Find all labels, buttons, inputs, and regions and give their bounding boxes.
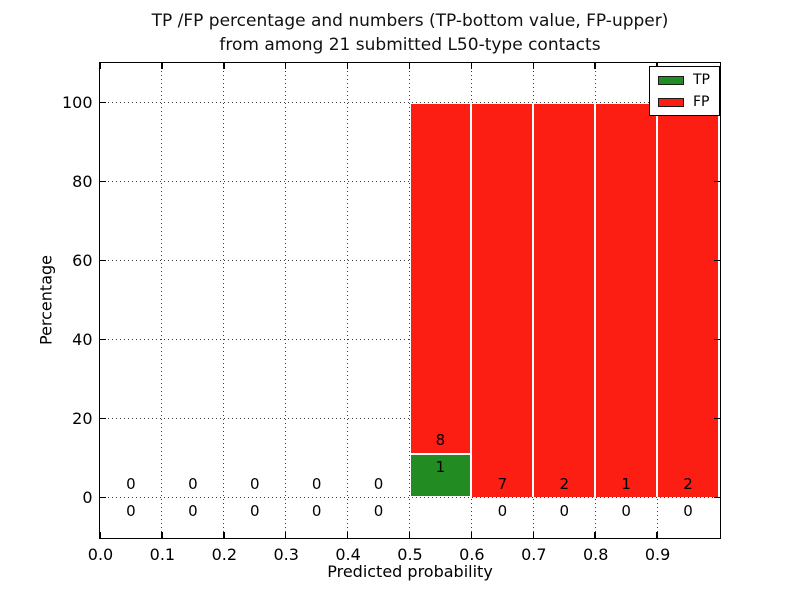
annotation-fp-count: 0 — [126, 474, 136, 493]
annotation-fp-count: 0 — [249, 474, 260, 493]
tick-mark — [100, 496, 106, 499]
annotation-tp-count: 0 — [683, 502, 693, 521]
tick-mark — [346, 63, 349, 69]
tick-mark — [470, 532, 473, 538]
annotation-tp-count: 0 — [559, 502, 570, 521]
legend-entry: FP — [658, 95, 710, 109]
tick-mark — [594, 532, 596, 538]
x-tick-label: 0.9 — [644, 545, 671, 564]
tick-mark — [223, 532, 225, 538]
tick-mark — [99, 532, 101, 538]
x-axis-label: Predicted probability — [327, 562, 493, 581]
tick-mark — [346, 532, 349, 538]
x-tick-label: 0.8 — [582, 545, 609, 564]
gridline-horizontal — [100, 102, 720, 103]
x-tick-label: 0.5 — [397, 545, 423, 564]
x-tick-label: 0.3 — [273, 545, 299, 564]
tick-mark — [714, 338, 720, 341]
tick-mark — [284, 532, 287, 538]
tick-mark — [714, 259, 720, 262]
bar-tp — [409, 453, 472, 498]
tick-mark — [532, 63, 535, 69]
y-tick-label: 20 — [72, 409, 93, 428]
annotation-fp-count: 8 — [435, 430, 446, 449]
legend-label: FP — [693, 94, 710, 110]
tick-mark — [223, 63, 225, 69]
annotation-fp-count: 2 — [559, 474, 570, 493]
tick-mark — [161, 532, 163, 538]
tick-mark — [99, 63, 101, 69]
tick-mark — [714, 180, 720, 183]
annotation-tp-count: 0 — [249, 502, 260, 521]
x-tick-label: 0.2 — [211, 545, 238, 564]
tick-mark — [100, 417, 106, 420]
legend-swatch-fp — [658, 97, 684, 107]
gridline-vertical — [285, 63, 287, 538]
tick-mark — [594, 63, 596, 69]
annotation-fp-count: 2 — [683, 474, 693, 493]
tick-mark — [284, 63, 287, 69]
legend-entry: TP — [658, 73, 710, 87]
annotation-tp-count: 0 — [497, 502, 508, 521]
legend-label: TP — [693, 72, 710, 88]
bar-fp — [657, 102, 719, 498]
tick-mark — [161, 63, 163, 69]
x-tick-label: 0.1 — [149, 545, 176, 564]
y-tick-label: 40 — [72, 330, 93, 349]
tick-mark — [100, 259, 106, 262]
y-tick-label: 80 — [72, 172, 93, 191]
tick-mark — [408, 532, 411, 538]
annotation-fp-count: 1 — [621, 474, 631, 493]
bar-fp — [595, 102, 658, 498]
plot-area: 0 0 0 0 0 0 0 0 0 0 8 1 7 0 2 0 1 0 2 0 — [99, 62, 721, 539]
y-tick-label: 60 — [72, 251, 93, 270]
chart-title-line-1: TP /FP percentage and numbers (TP-bottom… — [151, 11, 669, 31]
legend: TP FP — [649, 66, 720, 116]
tick-mark — [100, 180, 106, 183]
tick-mark — [532, 532, 535, 538]
tick-mark — [714, 496, 720, 499]
gridline-vertical — [347, 63, 349, 538]
x-tick-label: 0.4 — [335, 545, 361, 564]
bar-fp — [471, 102, 534, 498]
x-tick-label: 0.0 — [87, 545, 114, 564]
legend-swatch-tp — [658, 75, 684, 85]
annotation-tp-count: 0 — [373, 502, 384, 521]
y-tick-label: 100 — [61, 93, 93, 112]
annotation-fp-count: 0 — [311, 474, 322, 493]
annotation-fp-count: 7 — [497, 474, 508, 493]
bar-fp — [409, 102, 472, 454]
annotation-tp-count: 1 — [435, 458, 446, 477]
chart-title: TP /FP percentage and numbers (TP-bottom… — [99, 9, 721, 57]
gridline-horizontal — [100, 497, 720, 498]
annotation-tp-count: 0 — [311, 502, 322, 521]
tick-mark — [100, 338, 106, 341]
gridline-vertical — [161, 63, 163, 538]
tick-mark — [656, 532, 658, 538]
y-tick-label: 0 — [82, 488, 93, 507]
chart-title-line-2: from among 21 submitted L50-type contact… — [219, 35, 601, 55]
bar-fp — [533, 102, 596, 498]
tick-mark — [714, 417, 720, 420]
x-tick-label: 0.6 — [459, 545, 485, 564]
tick-mark — [408, 63, 411, 69]
tick-mark — [100, 101, 106, 104]
annotation-tp-count: 0 — [621, 502, 631, 521]
annotation-tp-count: 0 — [126, 502, 136, 521]
annotation-tp-count: 0 — [188, 502, 198, 521]
annotation-fp-count: 0 — [373, 474, 384, 493]
x-tick-label: 0.7 — [521, 545, 547, 564]
tick-mark — [470, 63, 473, 69]
annotation-fp-count: 0 — [188, 474, 198, 493]
gridline-vertical — [223, 63, 225, 538]
